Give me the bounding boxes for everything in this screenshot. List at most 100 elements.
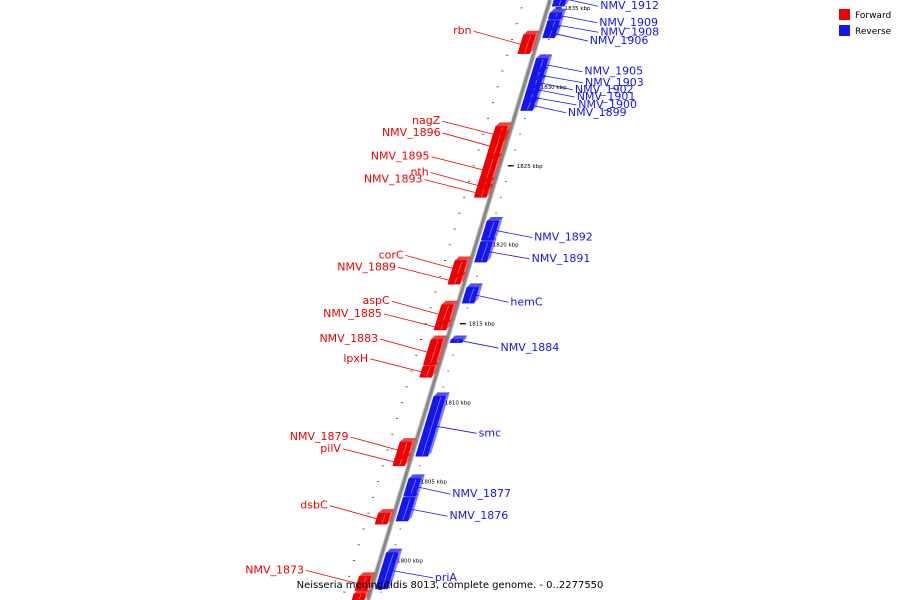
gene-top [525, 89, 542, 94]
backbone-line [366, 0, 552, 600]
gene-highlight [381, 514, 386, 524]
gene-label: aspC [363, 294, 390, 307]
gene-top [395, 453, 412, 458]
legend-reverse-label: Reverse [855, 27, 892, 37]
label-leader [442, 132, 490, 147]
gene-shadow [415, 474, 425, 496]
gene-feature[interactable] [419, 366, 436, 378]
gene-shadow [407, 493, 420, 522]
gene-shadow [445, 319, 452, 330]
gene-label: pilV [320, 442, 341, 455]
gene-shadow [560, 8, 567, 19]
label-leader [476, 294, 509, 303]
gene-label: priA [435, 571, 458, 584]
gene-label: NMV_1884 [501, 341, 560, 354]
gene-top [536, 54, 553, 59]
gene-label: NMV_1873 [245, 563, 304, 576]
gene-top [454, 256, 471, 261]
gene-feature[interactable] [351, 593, 367, 600]
gene-label: lpxH [343, 352, 368, 365]
legend-forward-label: Forward [855, 11, 891, 21]
label-leader [536, 97, 577, 106]
gene-label: NMV_1905 [584, 65, 643, 78]
gene-label: NMV_1877 [452, 487, 511, 500]
gene-feature[interactable] [473, 187, 490, 198]
gene-feature[interactable] [449, 339, 464, 343]
gene-shadow [462, 256, 471, 277]
gene-shadow [427, 392, 450, 457]
gene-highlight [524, 35, 531, 53]
gene-feature[interactable] [375, 552, 399, 590]
gene-top [451, 335, 468, 340]
label-leader [431, 156, 483, 171]
gene-shadow [474, 283, 483, 304]
gene-label: nth [410, 166, 428, 179]
gene-top [399, 438, 416, 443]
gene-feature[interactable] [374, 512, 391, 525]
gene-top [403, 493, 420, 498]
gene-feature[interactable] [542, 29, 558, 39]
gene-top [523, 30, 540, 35]
tick-label: 1815 kbp [469, 322, 495, 328]
gene-highlight [440, 324, 444, 330]
gene-feature[interactable] [551, 0, 568, 7]
tick-label: 1825 kbp [517, 164, 543, 170]
gene-top [431, 335, 448, 340]
gene-highlight [480, 188, 485, 197]
gene-feature[interactable] [474, 241, 494, 263]
label-leader [370, 358, 422, 373]
label-leader [495, 230, 533, 238]
gene-feature[interactable] [415, 396, 447, 457]
gene-label: NMV_1889 [337, 260, 396, 273]
tick-label: 1810 kbp [445, 401, 471, 407]
gene-feature[interactable] [520, 100, 536, 111]
label-leader [411, 508, 448, 517]
gene-label: corC [379, 248, 404, 261]
gene-feature[interactable] [461, 287, 480, 304]
label-leader [391, 300, 439, 315]
tick-label: 1830 kbp [541, 85, 567, 91]
gene-label: NMV_1902 [575, 83, 634, 96]
gene-label: NMV_1899 [568, 106, 627, 119]
gene-label: NMV_1906 [590, 34, 649, 47]
gene-top [478, 177, 495, 182]
gene-shadow [435, 335, 448, 365]
label-leader [540, 82, 573, 91]
gene-shadow [364, 589, 370, 600]
legend: Forward Reverse [839, 9, 892, 37]
label-leader [561, 15, 598, 24]
label-leader [418, 486, 451, 495]
gene-feature[interactable] [392, 457, 408, 467]
gene-highlight [454, 277, 458, 284]
gene-feature[interactable] [447, 276, 463, 285]
gene-top [544, 26, 561, 30]
gene-label: NMV_1903 [585, 76, 644, 89]
gene-top [450, 272, 467, 277]
gene-labels: rbnnagZNMV_1896NMV_1895nthNMV_1893corCNM… [245, 0, 659, 584]
gene-label: dsbC [300, 499, 328, 512]
gene-shadow [407, 438, 416, 458]
gene-label: NMV_1912 [600, 0, 659, 12]
tick-label: 1820 kbp [493, 243, 519, 249]
gene-feature[interactable] [517, 34, 536, 54]
gene-highlight [468, 288, 475, 303]
gene-top [466, 283, 483, 288]
gene-label: NMV_1909 [599, 16, 658, 29]
gene-highlight [429, 340, 439, 364]
gene-shadow [486, 237, 497, 263]
gene-shadow [490, 153, 503, 182]
gene-shadow [447, 300, 458, 324]
gene-top [477, 183, 494, 188]
tick-label: 1800 kbp [397, 559, 423, 565]
genome-caption: Neisseria meningitidis 8013, complete ge… [297, 580, 604, 591]
gene-label: NMV_1893 [364, 173, 423, 186]
legend-reverse-swatch [839, 25, 850, 36]
gene-shadow [498, 130, 510, 158]
label-leader [392, 570, 433, 579]
gene-feature[interactable] [433, 323, 449, 331]
gene-shadow [366, 572, 376, 591]
gene-feature[interactable] [395, 497, 416, 522]
label-leader [329, 505, 377, 520]
label-leader [342, 448, 395, 463]
